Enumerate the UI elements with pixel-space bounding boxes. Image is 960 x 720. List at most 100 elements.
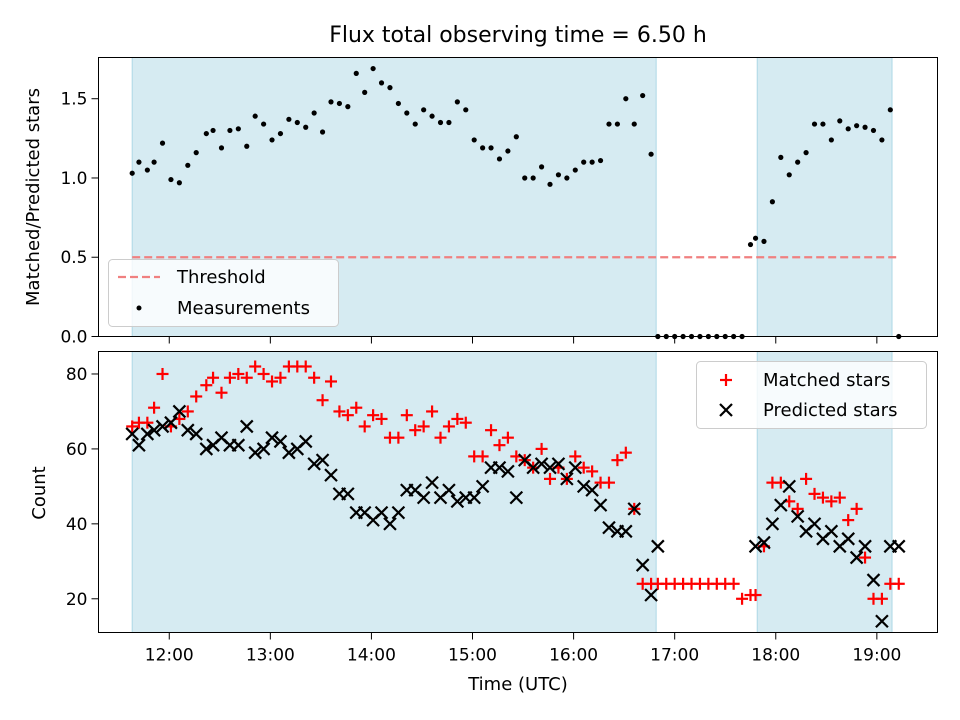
- measurement-point: [606, 121, 612, 127]
- matched-star-point: [485, 424, 498, 437]
- measurement-point: [286, 116, 292, 122]
- measurements-legend-label: Measurements: [177, 298, 310, 319]
- bottom-y-axis-label: Count: [29, 466, 50, 519]
- predicted-star-point: [543, 460, 557, 475]
- matched-star-point: [316, 394, 329, 407]
- predicted-star-point: [164, 415, 178, 430]
- top-legend: Threshold Measurements: [108, 259, 339, 327]
- matched-star-point: [240, 371, 253, 384]
- measurement-point: [362, 89, 368, 95]
- measurement-point: [828, 137, 834, 143]
- measurement-point: [378, 80, 385, 86]
- bottom-y-tick-label: 60: [66, 440, 88, 460]
- measurement-point: [837, 118, 843, 124]
- matched-star-point: [850, 502, 863, 515]
- measurement-point: [244, 143, 250, 149]
- measurement-point: [193, 150, 199, 156]
- matched-star-point: [602, 476, 615, 489]
- measurement-point: [581, 159, 587, 165]
- predicted-star-point: [526, 460, 540, 475]
- predicted-star-point: [265, 430, 279, 445]
- top-y-axis-label: Matched/Predicted stars: [23, 88, 44, 306]
- matched-star-point: [544, 472, 557, 485]
- matched-star-point: [156, 367, 169, 380]
- measurement-point: [778, 154, 784, 160]
- x-tick-label: 18:00: [751, 646, 800, 666]
- measurement-point: [870, 127, 877, 134]
- matched-star-point: [816, 491, 829, 504]
- predicted-star-point: [790, 509, 805, 524]
- predicted-star-point: [644, 588, 658, 602]
- measurement-point: [795, 159, 801, 165]
- measurement-point: [769, 199, 775, 205]
- predicted-star-point: [576, 479, 591, 494]
- measurement-point: [136, 159, 142, 165]
- predicted-star-point: [140, 427, 155, 441]
- x-tick-label: 16:00: [549, 646, 598, 666]
- matched-star-point: [392, 431, 405, 444]
- predicted-star-point: [841, 532, 855, 546]
- measurement-point: [370, 65, 376, 72]
- measurement-point: [412, 121, 418, 127]
- matched-star-point: [249, 360, 262, 373]
- matched-star-point: [808, 487, 821, 500]
- predicted-star-point: [324, 468, 338, 482]
- measurement-point: [522, 175, 528, 181]
- measurement-point: [786, 172, 792, 178]
- bottom-y-tick-label: 20: [66, 590, 88, 610]
- bottom-y-tick-label: 80: [66, 365, 88, 385]
- measurement-point: [623, 96, 629, 102]
- matched-star-point: [375, 412, 388, 425]
- predicted-star-point: [442, 483, 456, 497]
- measurement-point: [210, 127, 216, 134]
- measurement-point: [471, 137, 477, 143]
- matched-star-point: [223, 371, 236, 384]
- predicted-star-point: [534, 457, 549, 471]
- matched-star-point: [190, 390, 203, 403]
- measurement-point: [589, 159, 595, 165]
- matched-legend-swatch: [720, 374, 732, 386]
- measurements-legend-swatch: [136, 305, 142, 311]
- measurement-point: [345, 104, 351, 110]
- threshold-legend-label: Threshold: [176, 267, 266, 288]
- matched-star-point: [232, 367, 245, 380]
- matched-star-point: [417, 420, 430, 433]
- predicted-star-point: [273, 434, 288, 449]
- predicted-star-point: [155, 419, 170, 434]
- top-y-tick-label: 1.5: [60, 90, 87, 110]
- matched-star-point: [476, 450, 489, 463]
- matched-star-point: [207, 371, 220, 384]
- measurement-point: [538, 164, 545, 170]
- matched-star-point: [611, 454, 624, 467]
- measurement-point: [463, 107, 469, 113]
- matched-star-point: [299, 360, 312, 373]
- matched-star-point: [367, 409, 380, 422]
- measurement-point: [879, 137, 885, 143]
- measurement-point: [747, 241, 754, 248]
- measurement-point: [530, 175, 536, 181]
- measurement-point: [547, 181, 553, 187]
- predicted-star-point: [875, 614, 889, 629]
- measurement-point: [387, 85, 393, 91]
- measurement-point: [437, 119, 444, 126]
- predicted-star-point: [239, 419, 254, 434]
- matched-star-point: [141, 416, 154, 429]
- measurement-point: [421, 107, 427, 113]
- matched-star-point: [859, 551, 872, 564]
- matched-star-point: [358, 420, 371, 433]
- top-x-ticks: [168, 336, 878, 344]
- matched-star-point: [451, 412, 464, 425]
- predicted-star-point: [450, 494, 465, 509]
- predicted-star-point: [619, 524, 633, 539]
- matched-star-point: [833, 491, 846, 504]
- measurement-point: [294, 119, 300, 126]
- matched-star-point: [736, 592, 749, 605]
- matched-star-point: [148, 401, 161, 414]
- predicted-star-point: [391, 505, 406, 520]
- measurement-point: [277, 130, 284, 137]
- predicted-star-point: [467, 490, 481, 505]
- matched-star-point: [333, 405, 346, 418]
- matched-star-point: [727, 577, 740, 590]
- x-tick-label: 14:00: [347, 646, 396, 666]
